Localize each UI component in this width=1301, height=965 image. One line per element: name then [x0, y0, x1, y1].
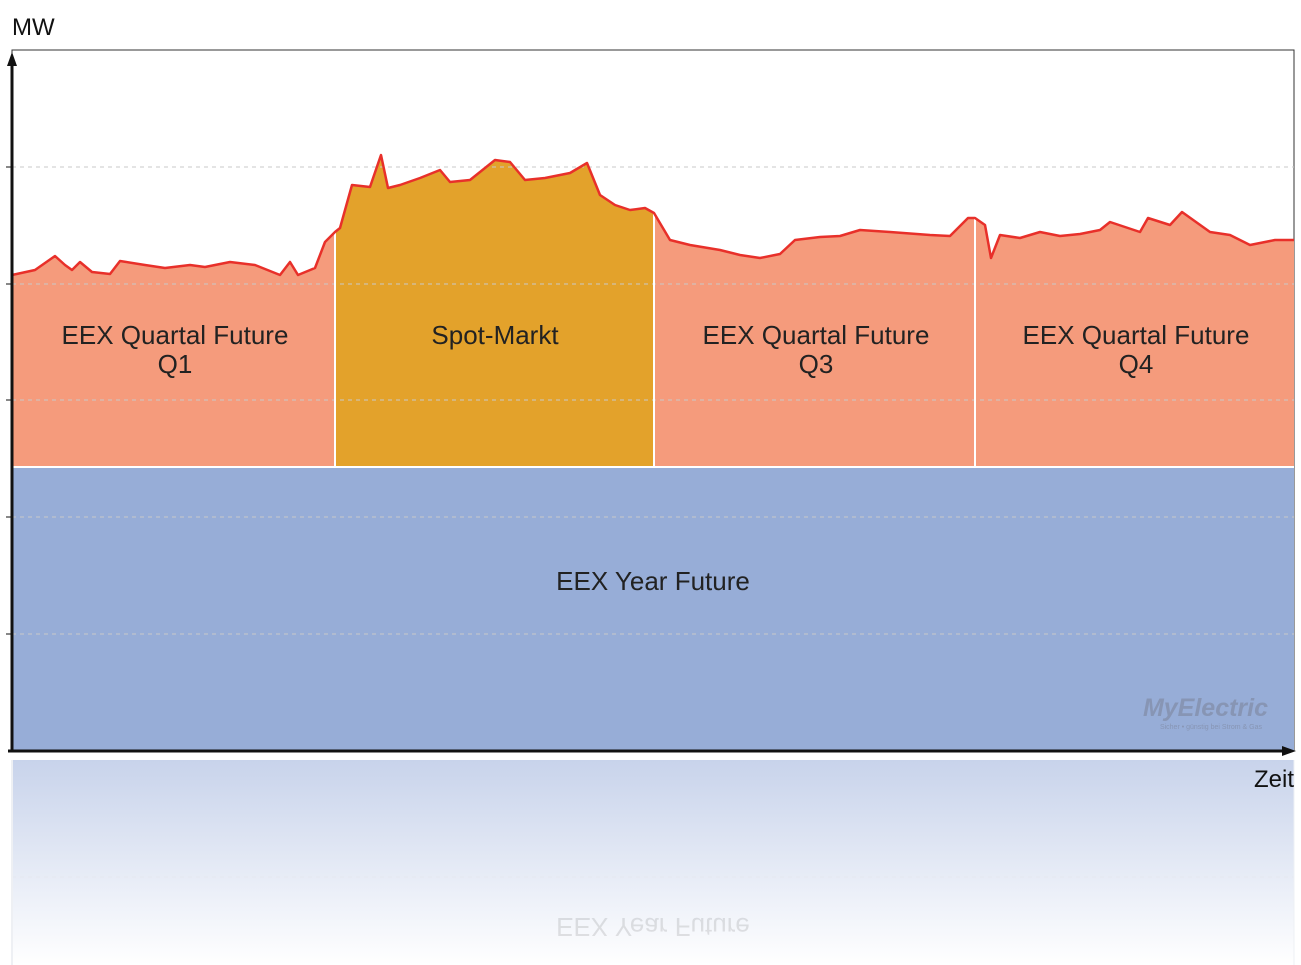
year-future-area: [12, 467, 1294, 751]
x-axis-label: Zeit: [1254, 766, 1294, 793]
segment-label: EEX Quartal Future: [703, 320, 930, 350]
segment-dividers: [12, 213, 1294, 468]
load-curve: [11, 153, 1294, 277]
segment-label: EEX Quartal Future: [1023, 320, 1250, 350]
reflection: [12, 760, 1294, 965]
segment-sub: Q4: [1119, 349, 1154, 379]
segment-sub: Q3: [799, 349, 834, 379]
segment-label: Spot-Markt: [431, 320, 559, 350]
y-axis-label: MW: [12, 14, 55, 41]
spot-area: [335, 155, 654, 467]
base-label-reflection: EEX Year Future: [556, 912, 750, 942]
segment-sub: Q1: [158, 349, 193, 379]
base-label: EEX Year Future: [556, 566, 750, 596]
logo-slogan: Sicher • günstig bei Strom & Gas: [1160, 724, 1263, 731]
logo-name: MyElectric: [1143, 694, 1268, 722]
segment-label: EEX Quartal Future: [62, 320, 289, 350]
y-arrow: [7, 52, 17, 66]
x-arrow: [1282, 746, 1296, 756]
